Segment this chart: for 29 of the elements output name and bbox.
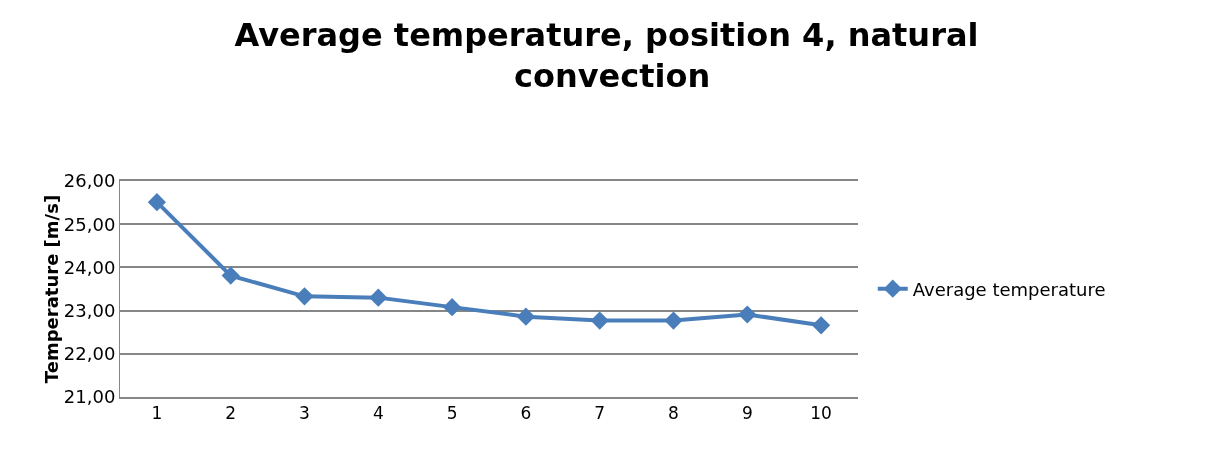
x-tick-label: 2 xyxy=(225,403,237,424)
x-tick-label: 5 xyxy=(446,403,458,424)
x-tick-label: 6 xyxy=(520,403,532,424)
x-tick-label: 9 xyxy=(741,403,753,424)
y-tick-label: 26,00 xyxy=(63,170,116,192)
point xyxy=(369,288,388,307)
point xyxy=(516,307,535,326)
x-tick-label: 7 xyxy=(594,403,606,424)
y-tick-label: 24,00 xyxy=(63,256,116,278)
x-tick-label: 8 xyxy=(668,403,679,424)
x-tick-label: 4 xyxy=(372,403,384,424)
point xyxy=(221,266,240,285)
y-axis-title: Temperature [m/s] xyxy=(40,194,62,384)
point xyxy=(664,311,683,330)
point xyxy=(812,316,831,335)
x-tick-label: 3 xyxy=(299,403,310,424)
y-tick-label: 25,00 xyxy=(63,213,116,235)
x-tick-label: 10 xyxy=(810,403,832,424)
point xyxy=(738,305,757,324)
point xyxy=(590,311,609,330)
y-tick-label: 22,00 xyxy=(63,343,116,365)
point xyxy=(443,298,462,317)
legend-label: Average temperature xyxy=(912,278,1106,300)
chart-title: Average temperature, position 4, natural convection xyxy=(234,15,979,96)
point xyxy=(295,287,314,306)
x-tick-label: 1 xyxy=(151,403,163,424)
y-tick-label: 21,00 xyxy=(63,386,116,408)
point xyxy=(147,193,166,212)
y-tick-label: 23,00 xyxy=(63,299,116,321)
